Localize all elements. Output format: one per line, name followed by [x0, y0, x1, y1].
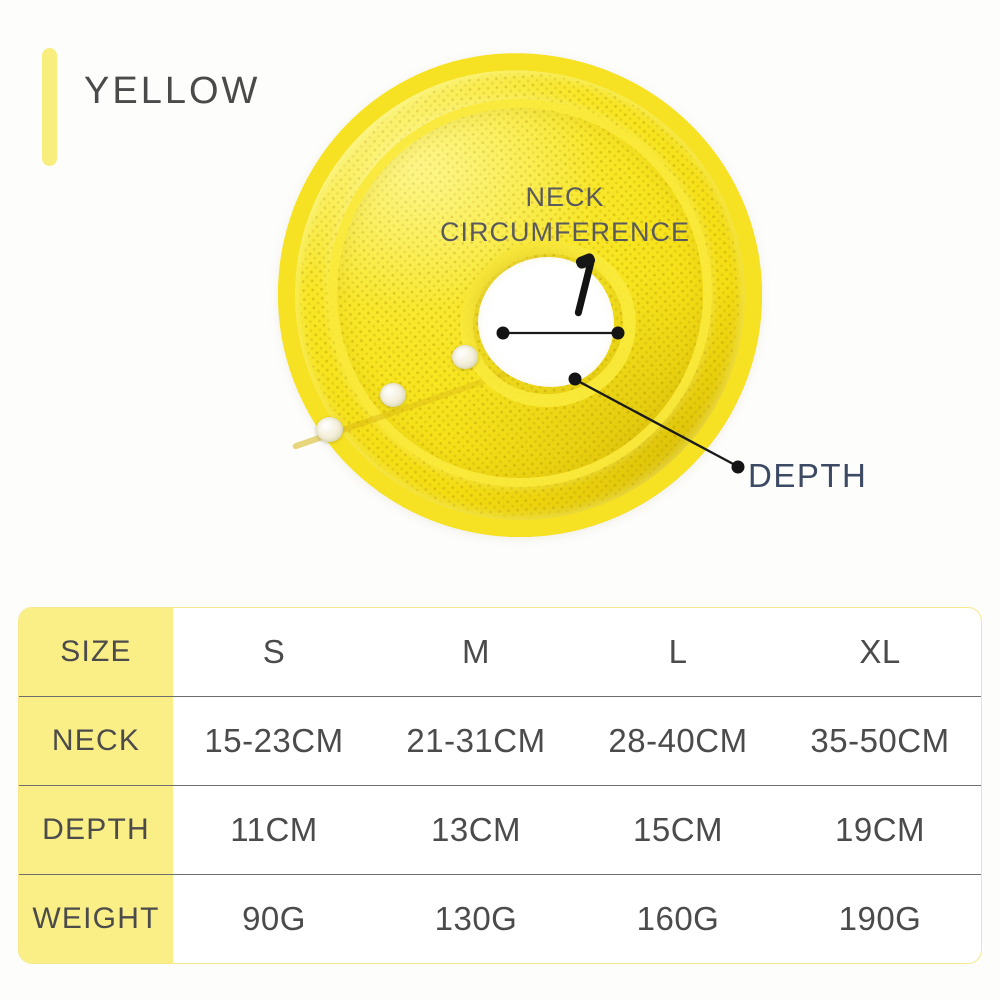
weight-value-xl: 190G	[779, 874, 981, 963]
weight-value-l: 160G	[577, 874, 779, 963]
row-label-depth: DEPTH	[19, 784, 173, 875]
snap-button	[452, 345, 478, 369]
column-header-s: S	[262, 632, 286, 670]
table-row-weight: WEIGHT 90G 130G 160G 190G	[19, 874, 981, 963]
depth-value-m: 13CM	[375, 784, 577, 875]
depth-value-l: 15CM	[577, 784, 779, 875]
accent-bar	[42, 48, 57, 166]
table-row-depth: DEPTH 11CM 13CM 15CM 19CM	[19, 784, 981, 875]
size-chart-table: SIZE S M L XL NECK 15-23CM 21-31CM 28-40…	[18, 607, 982, 964]
pet-recovery-collar-image	[261, 36, 779, 555]
snap-button	[380, 383, 406, 407]
weight-value-m: 130G	[375, 874, 577, 963]
table-row-header: SIZE S M L XL	[19, 608, 981, 697]
weight-value-s: 90G	[173, 874, 375, 963]
product-figure: NECK CIRCUMFERENCE DEPTH	[0, 0, 1000, 580]
depth-label: DEPTH	[748, 457, 868, 494]
table-row-neck: NECK 15-23CM 21-31CM 28-40CM 35-50CM	[19, 695, 981, 786]
column-header-l: L	[668, 632, 688, 670]
row-label-size: SIZE	[19, 608, 173, 697]
row-label-neck: NECK	[19, 695, 173, 786]
row-label-weight: WEIGHT	[19, 874, 173, 963]
neck-value-s: 15-23CM	[173, 695, 375, 786]
depth-value-s: 11CM	[173, 784, 375, 875]
color-header: YELLOW	[0, 0, 1000, 200]
snap-button	[316, 417, 343, 442]
drawstring-toggle	[574, 251, 601, 321]
depth-value-xl: 19CM	[779, 784, 981, 875]
neck-value-m: 21-31CM	[375, 695, 577, 786]
neck-value-xl: 35-50CM	[779, 695, 981, 786]
neck-hole	[478, 257, 614, 387]
color-name-label: YELLOW	[84, 70, 261, 112]
neck-label-line2: CIRCUMFERENCE	[439, 216, 690, 247]
column-header-xl: XL	[859, 632, 901, 670]
neck-circumference-label: NECK CIRCUMFERENCE	[420, 180, 710, 249]
neck-label-line1: NECK	[525, 182, 605, 212]
neck-value-l: 28-40CM	[577, 695, 779, 786]
column-header-m: M	[462, 632, 490, 670]
